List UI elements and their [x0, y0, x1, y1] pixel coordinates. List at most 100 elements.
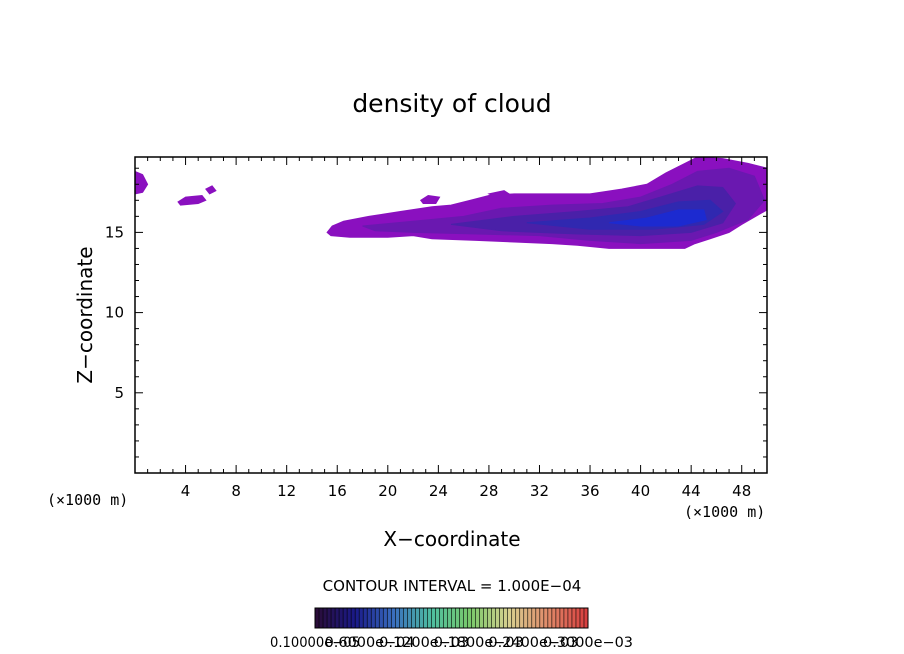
colorbar-segment — [579, 608, 585, 628]
colorbar-segment — [391, 608, 396, 628]
colorbar-segment — [323, 608, 328, 628]
colorbar-segment — [419, 608, 424, 628]
colorbar-segment — [403, 608, 408, 628]
colorbar-label: 0.2400e−03 — [488, 635, 578, 651]
colorbar-segment — [511, 608, 517, 628]
colorbar-label: 0.1200e−03 — [379, 635, 469, 651]
colorbar-segment — [551, 608, 557, 628]
colorbar-segment — [495, 608, 500, 628]
colorbar-segment — [347, 608, 352, 628]
colorbar-segment — [467, 608, 472, 628]
colorbar-segment — [471, 608, 476, 628]
cloud-blob-small-2 — [205, 185, 217, 195]
colorbar-segment — [583, 608, 589, 628]
x-tick-label: 32 — [530, 482, 549, 500]
cloud-blob-left-edge — [134, 170, 149, 195]
colorbar-segment — [331, 608, 336, 628]
colorbar-segment — [367, 608, 372, 628]
y-axis-label: Z−coordinate — [73, 246, 97, 383]
colorbar-segment — [355, 608, 360, 628]
colorbar-segment — [431, 608, 436, 628]
x-tick-label: 20 — [378, 482, 397, 500]
colorbar-segment — [359, 608, 364, 628]
colorbar-segment — [555, 608, 561, 628]
x-tick-label: 24 — [429, 482, 448, 500]
x-tick-label: 4 — [181, 482, 191, 500]
colorbar-segment — [407, 608, 412, 628]
colorbar-label: 0.6000e−04 — [325, 635, 415, 651]
colorbar-segment — [439, 608, 444, 628]
colorbar-segment — [507, 608, 513, 628]
colorbar — [314, 607, 589, 629]
colorbar-segment — [375, 608, 380, 628]
colorbar-segment — [315, 608, 320, 628]
colorbar-segment — [527, 608, 533, 628]
x-tick-label: 12 — [277, 482, 296, 500]
x-tick-label: 36 — [580, 482, 599, 500]
cloud-blob-small-3 — [419, 194, 441, 204]
colorbar-segment — [459, 608, 464, 628]
cloud-blob-small-4 — [487, 190, 514, 198]
y-tick-label: 10 — [105, 304, 124, 322]
colorbar-label: 0.1800e−03 — [434, 635, 524, 651]
colorbar-segment — [343, 608, 348, 628]
colorbar-segment — [563, 608, 569, 628]
colorbar-segment — [327, 608, 332, 628]
colorbar-segment — [503, 608, 509, 628]
colorbar-segment — [547, 608, 553, 628]
colorbar-segment — [383, 608, 388, 628]
colorbar-segment — [319, 608, 324, 628]
colorbar-segment — [415, 608, 420, 628]
colorbar-segment — [463, 608, 468, 628]
colorbar-segment — [559, 608, 565, 628]
contour-fill-layer — [134, 156, 768, 249]
colorbar-segment — [483, 608, 488, 628]
cloud-blob-small-1 — [177, 194, 207, 206]
colorbar-segment — [479, 608, 484, 628]
colorbar-segment — [447, 608, 452, 628]
colorbar-segment — [491, 608, 496, 628]
colorbar-segment — [539, 608, 545, 628]
colorbar-segment — [531, 608, 537, 628]
colorbar-segment — [455, 608, 460, 628]
colorbar-labels: 0.10000e−050.6000e−040.1200e−030.1800e−0… — [270, 635, 633, 651]
colorbar-segment — [399, 608, 404, 628]
colorbar-segment — [423, 608, 428, 628]
colorbar-label: 0.3000e−03 — [543, 635, 633, 651]
colorbar-segment — [571, 608, 577, 628]
colorbar-segment — [567, 608, 573, 628]
colorbar-segment — [523, 608, 529, 628]
x-tick-label: 8 — [231, 482, 241, 500]
x-tick-label: 40 — [631, 482, 650, 500]
colorbar-segment — [499, 608, 504, 628]
colorbar-segment — [395, 608, 400, 628]
x-axis-label: X−coordinate — [383, 527, 520, 551]
colorbar-segment — [443, 608, 448, 628]
x-tick-label: 44 — [682, 482, 701, 500]
y-tick-label: 15 — [105, 223, 124, 241]
x-tick-label: 48 — [732, 482, 751, 500]
x-unit-label-right: (×1000 m) — [684, 503, 765, 521]
colorbar-segment — [487, 608, 492, 628]
contour-interval-text: CONTOUR INTERVAL = 1.000E−04 — [323, 577, 582, 595]
x-tick-label: 28 — [479, 482, 498, 500]
colorbar-segment — [363, 608, 368, 628]
colorbar-segment — [575, 608, 581, 628]
colorbar-segment — [435, 608, 440, 628]
colorbar-segment — [339, 608, 344, 628]
cloud-core — [608, 209, 707, 227]
colorbar-frame — [314, 607, 589, 629]
colorbar-segment — [515, 608, 521, 628]
colorbar-segment — [335, 608, 340, 628]
colorbar-segment — [351, 608, 356, 628]
colorbar-segment — [475, 608, 480, 628]
colorbar-segment — [543, 608, 549, 628]
x-unit-label-left: (×1000 m) — [47, 491, 128, 509]
colorbar-segment — [387, 608, 392, 628]
x-tick-label: 16 — [328, 482, 347, 500]
colorbar-segment — [535, 608, 541, 628]
colorbar-segment — [451, 608, 456, 628]
colorbar-segment — [379, 608, 384, 628]
